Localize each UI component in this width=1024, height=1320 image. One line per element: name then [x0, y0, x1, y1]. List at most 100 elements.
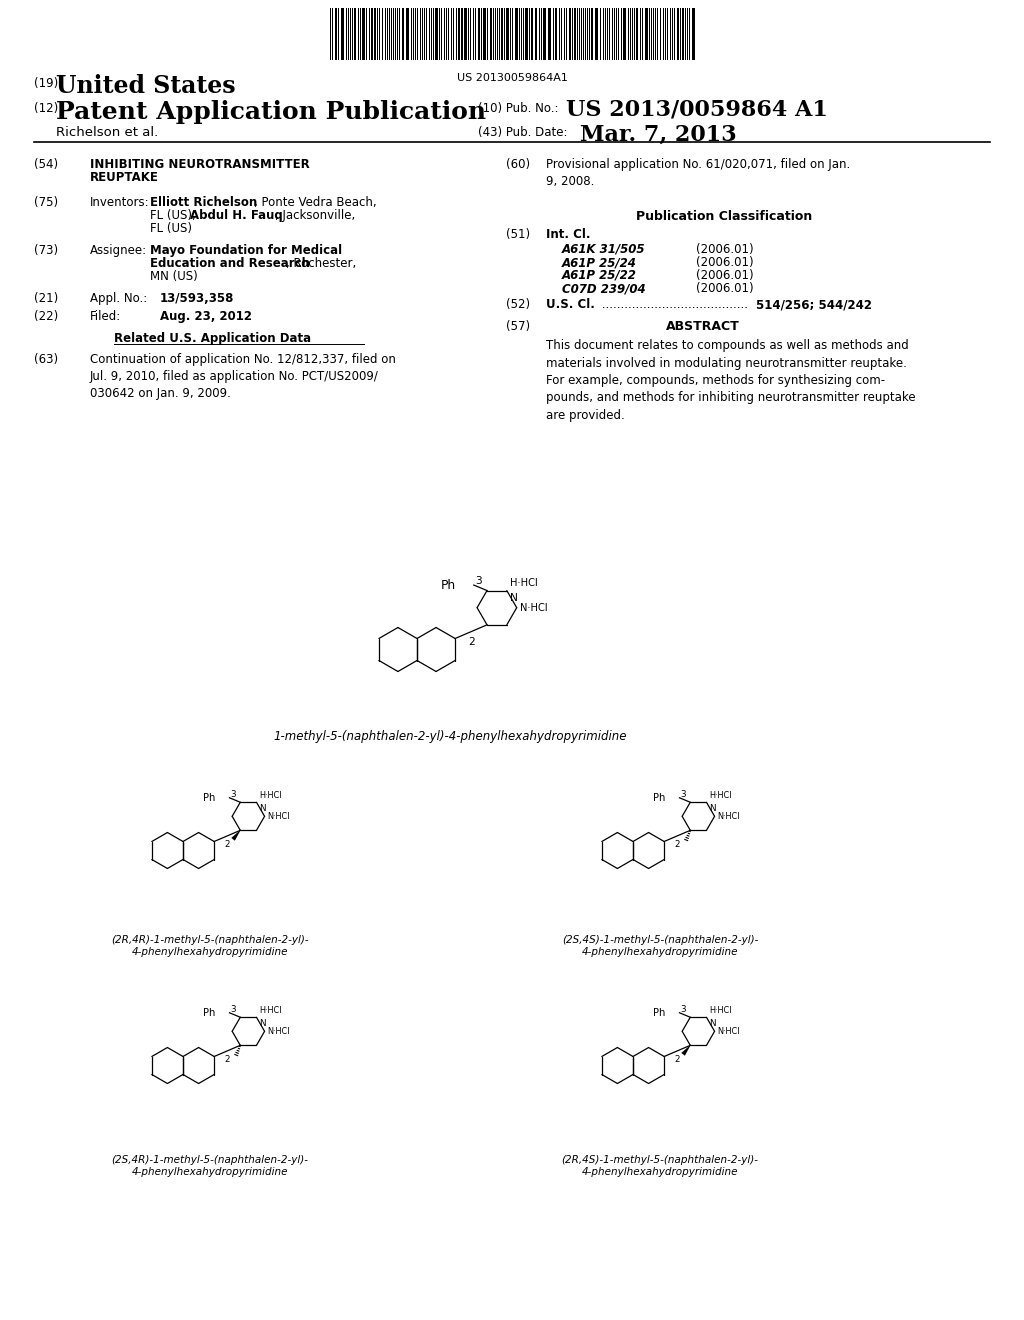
Text: (12): (12): [34, 102, 58, 115]
Text: Assignee:: Assignee:: [90, 244, 147, 257]
Text: N: N: [710, 1019, 716, 1028]
Bar: [555, 8, 557, 59]
Text: Related U.S. Application Data: Related U.S. Application Data: [114, 333, 311, 345]
Bar: [478, 8, 480, 59]
Text: (2006.01): (2006.01): [696, 282, 754, 294]
Text: Mar. 7, 2013: Mar. 7, 2013: [580, 124, 736, 147]
Text: US 2013/0059864 A1: US 2013/0059864 A1: [566, 99, 827, 121]
Bar: [591, 8, 593, 59]
Text: N·HCl: N·HCl: [717, 812, 739, 821]
Text: (57): (57): [506, 319, 530, 333]
Bar: [335, 8, 337, 59]
Text: Continuation of application No. 12/812,337, filed on
Jul. 9, 2010, filed as appl: Continuation of application No. 12/812,3…: [90, 352, 396, 400]
Text: N·HCl: N·HCl: [267, 1027, 290, 1036]
Text: (60): (60): [506, 158, 530, 172]
Text: 2: 2: [224, 840, 230, 849]
Bar: [692, 8, 695, 59]
Text: (43) Pub. Date:: (43) Pub. Date:: [478, 125, 567, 139]
Text: MN (US): MN (US): [150, 271, 198, 282]
Text: 3: 3: [475, 576, 481, 586]
Text: Appl. No.:: Appl. No.:: [90, 292, 147, 305]
Text: FL (US): FL (US): [150, 222, 193, 235]
Text: (2006.01): (2006.01): [696, 243, 754, 256]
Text: 2: 2: [224, 1055, 230, 1064]
Text: Mayo Foundation for Medical: Mayo Foundation for Medical: [150, 244, 342, 257]
Text: .......................................: .......................................: [598, 298, 748, 312]
Bar: [501, 8, 503, 59]
Text: (2R,4R)-1-methyl-5-(naphthalen-2-yl)-
4-phenylhexahydropyrimidine: (2R,4R)-1-methyl-5-(naphthalen-2-yl)- 4-…: [112, 935, 309, 957]
Text: 514/256; 544/242: 514/256; 544/242: [756, 298, 872, 312]
Text: Filed:: Filed:: [90, 310, 121, 323]
Text: 13/593,358: 13/593,358: [160, 292, 234, 305]
Polygon shape: [231, 830, 241, 841]
Text: 2: 2: [675, 1055, 680, 1064]
Text: A61K 31/505: A61K 31/505: [562, 243, 645, 256]
Bar: [490, 8, 492, 59]
Text: (75): (75): [34, 195, 58, 209]
Bar: [677, 8, 679, 59]
Text: U.S. Cl.: U.S. Cl.: [546, 298, 595, 312]
Text: A61P 25/22: A61P 25/22: [562, 269, 637, 282]
Text: (2006.01): (2006.01): [696, 269, 754, 282]
Text: (10) Pub. No.:: (10) Pub. No.:: [478, 102, 558, 115]
Text: Int. Cl.: Int. Cl.: [546, 228, 591, 242]
Text: (51): (51): [506, 228, 530, 242]
Text: C07D 239/04: C07D 239/04: [562, 282, 645, 294]
Text: Publication Classification: Publication Classification: [636, 210, 812, 223]
Bar: [464, 8, 467, 59]
Text: 3: 3: [680, 1005, 686, 1014]
Bar: [623, 8, 626, 59]
Text: ABSTRACT: ABSTRACT: [666, 319, 739, 333]
Text: N·HCl: N·HCl: [267, 812, 290, 821]
Text: Ph: Ph: [441, 578, 457, 591]
Text: H·HCl: H·HCl: [510, 578, 538, 589]
Text: , Jacksonville,: , Jacksonville,: [275, 209, 355, 222]
Bar: [483, 8, 486, 59]
Text: INHIBITING NEUROTRANSMITTER: INHIBITING NEUROTRANSMITTER: [90, 158, 309, 172]
Text: Ph: Ph: [652, 793, 665, 803]
Text: Ph: Ph: [203, 793, 215, 803]
Text: This document relates to compounds as well as methods and
materials involved in : This document relates to compounds as we…: [546, 339, 915, 422]
Text: 3: 3: [230, 1005, 236, 1014]
Text: Elliott Richelson: Elliott Richelson: [150, 195, 257, 209]
Bar: [461, 8, 463, 59]
Text: (2R,4S)-1-methyl-5-(naphthalen-2-yl)-
4-phenylhexahydropyrimidine: (2R,4S)-1-methyl-5-(naphthalen-2-yl)- 4-…: [561, 1155, 759, 1177]
Bar: [682, 8, 684, 59]
Text: A61P 25/24: A61P 25/24: [562, 256, 637, 269]
Bar: [402, 8, 404, 59]
Text: (19): (19): [34, 77, 58, 90]
Text: Ph: Ph: [652, 1007, 665, 1018]
Text: (2S,4R)-1-methyl-5-(naphthalen-2-yl)-
4-phenylhexahydropyrimidine: (2S,4R)-1-methyl-5-(naphthalen-2-yl)- 4-…: [112, 1155, 308, 1177]
Bar: [595, 8, 598, 59]
Text: 3: 3: [680, 789, 686, 799]
Text: Ph: Ph: [203, 1007, 215, 1018]
Bar: [535, 8, 537, 59]
Text: Patent Application Publication: Patent Application Publication: [56, 100, 486, 124]
Text: (2S,4S)-1-methyl-5-(naphthalen-2-yl)-
4-phenylhexahydropyrimidine: (2S,4S)-1-methyl-5-(naphthalen-2-yl)- 4-…: [562, 935, 758, 957]
Bar: [645, 8, 648, 59]
Bar: [548, 8, 551, 59]
Bar: [371, 8, 373, 59]
Text: 2: 2: [675, 840, 680, 849]
Text: (21): (21): [34, 292, 58, 305]
Text: 2: 2: [468, 636, 475, 647]
Text: FL (US);: FL (US);: [150, 209, 200, 222]
Text: H·HCl: H·HCl: [259, 1006, 282, 1015]
Text: (52): (52): [506, 298, 530, 312]
Text: H·HCl: H·HCl: [710, 1006, 732, 1015]
Text: H·HCl: H·HCl: [259, 792, 282, 800]
Polygon shape: [681, 1045, 690, 1056]
Text: Abdul H. Fauq: Abdul H. Fauq: [190, 209, 283, 222]
Text: , Rochester,: , Rochester,: [286, 257, 356, 271]
Text: Inventors:: Inventors:: [90, 195, 150, 209]
Bar: [354, 8, 356, 59]
Text: REUPTAKE: REUPTAKE: [90, 172, 159, 183]
Bar: [458, 8, 460, 59]
Text: Education and Research: Education and Research: [150, 257, 310, 271]
Text: N: N: [510, 593, 518, 603]
Text: (73): (73): [34, 244, 58, 257]
Text: (63): (63): [34, 352, 58, 366]
Bar: [574, 8, 575, 59]
Bar: [525, 8, 528, 59]
Text: Aug. 23, 2012: Aug. 23, 2012: [160, 310, 252, 323]
